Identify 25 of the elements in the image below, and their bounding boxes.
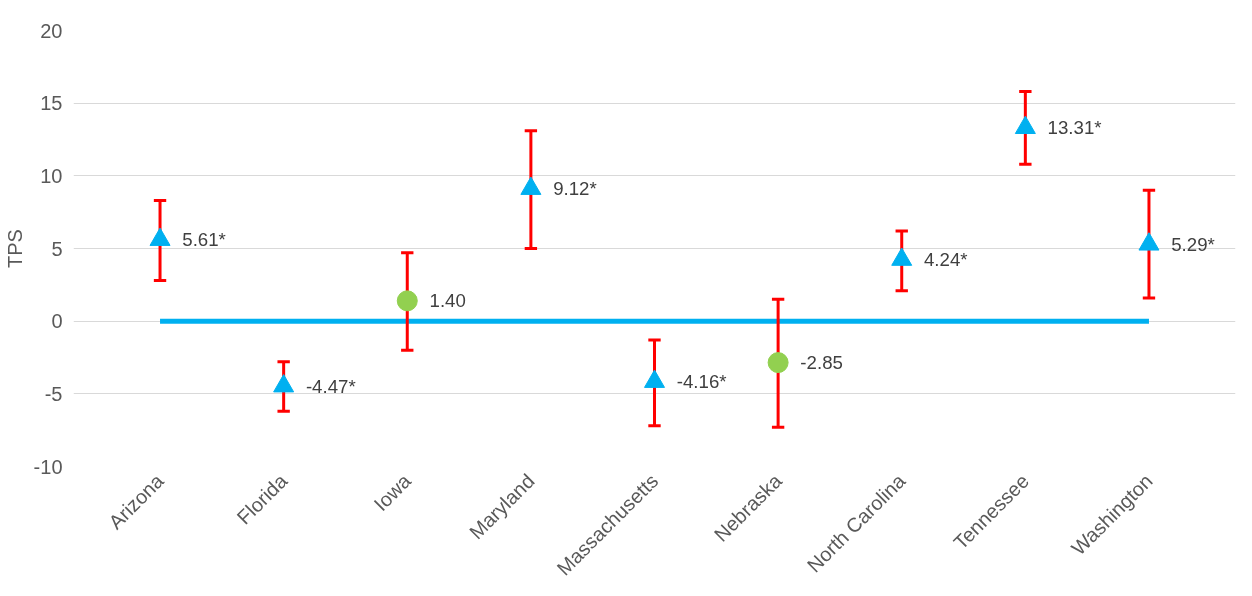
x-tick-label: Iowa — [369, 469, 416, 516]
data-label: -4.16* — [676, 371, 727, 393]
point — [149, 227, 171, 246]
y-tick-label: -5 — [44, 382, 63, 405]
data-label: 5.29* — [1171, 233, 1215, 255]
y-tick-label: 15 — [40, 92, 63, 115]
data-label: 13.31* — [1047, 117, 1102, 139]
data-label: 9.12* — [553, 178, 597, 200]
y-tick-label: 20 — [40, 19, 63, 42]
y-axis-title: TPS — [3, 229, 26, 268]
data-label: -4.47* — [305, 375, 356, 397]
point — [891, 247, 913, 266]
point — [644, 369, 665, 388]
point — [273, 374, 295, 393]
data-label: -2.85 — [800, 352, 843, 374]
y-tick-label: 0 — [51, 310, 63, 333]
y-tick-label: 5 — [51, 237, 63, 260]
point — [1014, 115, 1036, 134]
data-label: 4.24* — [923, 249, 968, 271]
data-label: 1.40 — [429, 290, 466, 312]
point — [1138, 232, 1160, 251]
y-tick-label: -10 — [33, 455, 63, 478]
y-tick-label: 10 — [40, 164, 63, 187]
point — [520, 176, 542, 195]
data-label: 5.61* — [182, 229, 226, 251]
